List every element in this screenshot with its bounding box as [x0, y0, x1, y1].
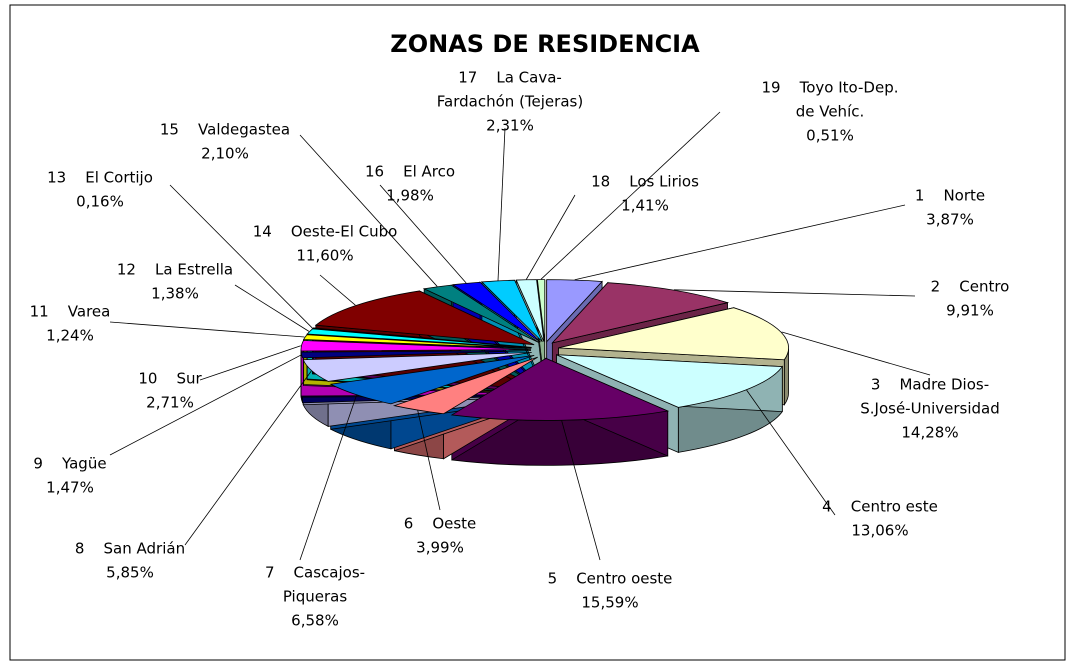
- pie-slice: [551, 282, 730, 344]
- slice-label: 13 El Cortijo: [47, 169, 153, 187]
- leader-line: [319, 274, 356, 306]
- leader-line: [673, 289, 916, 297]
- pie-slice: [314, 290, 535, 346]
- slice-value-label: 13,06%: [851, 522, 908, 540]
- pie-slice: [556, 354, 784, 408]
- slice-label: de Vehíc.: [796, 103, 865, 121]
- leader-line: [234, 284, 310, 332]
- pie-slice: [306, 328, 532, 349]
- slice-label: 9 Yagüe: [33, 455, 106, 473]
- pie-slice: [558, 307, 789, 361]
- slice-value-label: 2,31%: [486, 117, 534, 135]
- pie-slice: [515, 279, 545, 342]
- leader-line: [299, 395, 357, 561]
- pie-slice: [311, 327, 532, 348]
- pie-slice: [300, 350, 532, 359]
- slice-label: 8 San Adrián: [75, 540, 185, 558]
- slice-label: 14 Oeste-El Cubo: [253, 223, 398, 241]
- pie-tops: [300, 279, 789, 421]
- slice-value-label: 0,51%: [806, 127, 854, 145]
- slice-label: 19 Toyo Ito-Dep.: [761, 79, 898, 97]
- slice-label: 17 La Cava-: [458, 69, 562, 87]
- leader-line: [299, 134, 438, 287]
- leader-line: [417, 410, 441, 511]
- pie-slice: [422, 284, 540, 343]
- slice-label: 6 Oeste: [404, 515, 477, 533]
- slice-label: 11 Varea: [30, 303, 111, 321]
- pie-slice: [536, 279, 546, 342]
- leader-line: [525, 194, 576, 280]
- slice-value-label: 2,10%: [201, 145, 249, 163]
- slice-label: 3 Madre Dios-: [871, 376, 989, 394]
- slice-value-label: 3,87%: [926, 211, 974, 229]
- slice-value-label: 9,91%: [946, 302, 994, 320]
- slice-label: 7 Cascajos-: [265, 564, 365, 582]
- leader-line: [561, 420, 601, 561]
- leader-line: [109, 321, 305, 338]
- leader-line: [199, 345, 301, 381]
- slice-label: S.José-Universidad: [860, 400, 1000, 418]
- leader-line: [540, 111, 721, 280]
- slice-value-label: 14,28%: [901, 424, 958, 442]
- chart-title: ZONAS DE RESIDENCIA: [390, 30, 700, 58]
- slice-value-label: 6,58%: [291, 612, 339, 630]
- slice-label: 15 Valdegastea: [160, 121, 290, 139]
- pie-slice: [480, 279, 543, 343]
- slice-label: 2 Centro: [931, 278, 1010, 296]
- slice-value-label: 0,16%: [76, 193, 124, 211]
- slice-value-label: 1,41%: [621, 197, 669, 215]
- slice-label: 12 La Estrella: [117, 261, 233, 279]
- slice-label: 10 Sur: [138, 370, 202, 388]
- pie-slice: [392, 356, 538, 415]
- pie-slice: [302, 334, 532, 349]
- slice-value-label: 5,85%: [106, 564, 154, 582]
- pie-slice: [329, 354, 535, 405]
- pie-slice: [546, 279, 603, 343]
- pie-slice: [450, 357, 670, 421]
- slice-value-label: 11,60%: [296, 247, 353, 265]
- slice-label: 5 Centro oeste: [548, 570, 673, 588]
- leader-line: [184, 370, 312, 546]
- slice-label: Fardachón (Tejeras): [437, 93, 583, 111]
- leader-line: [574, 204, 906, 281]
- pie-slice: [300, 340, 532, 352]
- slice-value-label: 1,47%: [46, 479, 94, 497]
- slice-value-label: 15,59%: [581, 594, 638, 612]
- leader-line: [109, 354, 302, 456]
- slice-value-label: 2,71%: [146, 394, 194, 412]
- slice-value-label: 3,99%: [416, 539, 464, 557]
- leader-line: [497, 127, 506, 281]
- slice-value-label: 1,24%: [46, 327, 94, 345]
- slice-label: 16 El Arco: [365, 163, 455, 181]
- slice-label: 4 Centro este: [822, 498, 938, 516]
- slice-value-label: 1,98%: [386, 187, 434, 205]
- leader-line: [169, 184, 313, 329]
- pie-slice: [451, 281, 541, 343]
- slice-label: Piqueras: [283, 588, 347, 606]
- slice-label: 1 Norte: [915, 187, 985, 205]
- leader-line: [781, 331, 931, 376]
- pie-slice: [302, 352, 532, 382]
- leader-line: [379, 184, 467, 284]
- slice-value-label: 1,38%: [151, 285, 199, 303]
- leader-line: [746, 389, 836, 516]
